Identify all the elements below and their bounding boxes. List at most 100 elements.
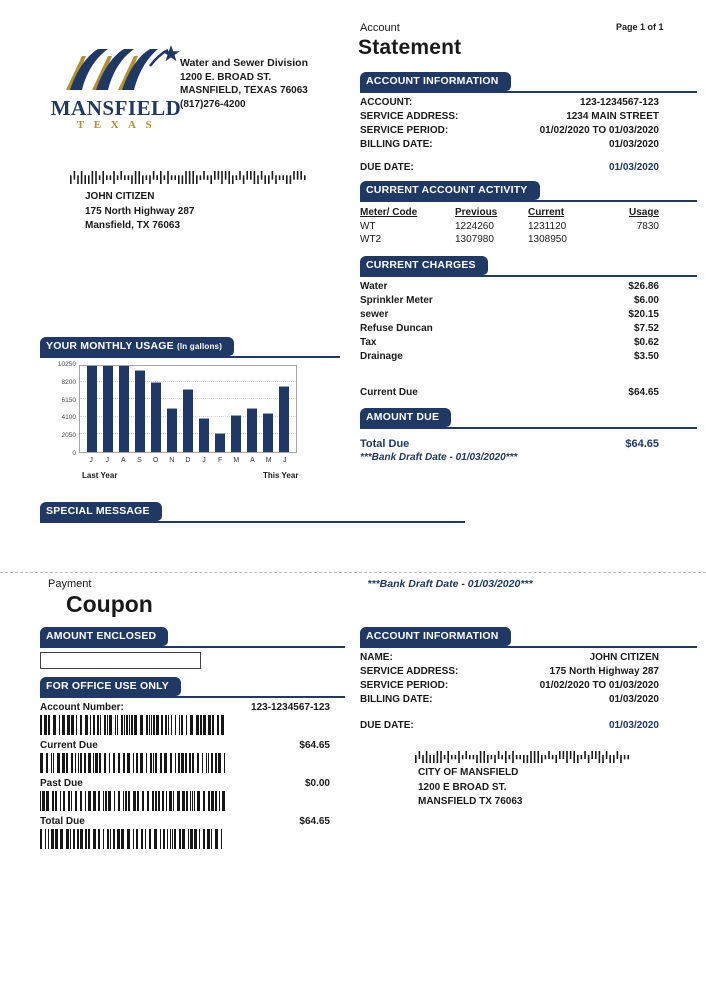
return-address-name: CITY OF MANSFIELD: [418, 767, 519, 778]
company-address-line2: MASNFIELD, TEXAS 76063: [180, 85, 308, 96]
y-tick-label: 6150: [61, 396, 76, 404]
usage-bar: [279, 386, 289, 452]
x-tick-label: M: [265, 457, 272, 464]
x-tick-label: N: [169, 457, 175, 464]
charge-label: sewer: [360, 308, 389, 320]
company-address-line1: 1200 E. BROAD ST.: [180, 71, 272, 83]
office-row-label: Total Due: [40, 816, 85, 827]
total-due-value: $64.65: [625, 437, 659, 450]
section-title-amount-due: AMOUNT DUE: [366, 410, 440, 423]
usage-cell: 7830: [636, 220, 659, 232]
usage-bar-slot: [118, 365, 130, 452]
usage-bar-slot: [278, 386, 290, 452]
usage-bar: [215, 433, 225, 452]
this-year-label: This Year: [263, 471, 299, 480]
company-address-block: Water and Sewer Division 1200 E. BROAD S…: [180, 57, 308, 111]
charge-row: Tax $0.62: [360, 336, 659, 350]
section-amount-due: AMOUNT DUE: [360, 407, 697, 429]
usage-bar: [151, 382, 161, 452]
info-value: 123-1234567-123: [580, 97, 659, 108]
account-information-rows: ACCOUNT: 123-1234567-123 SERVICE ADDRESS:…: [360, 96, 697, 175]
office-row-label: Account Number:: [40, 702, 124, 713]
return-address-street: 1200 E BROAD ST.: [418, 781, 507, 793]
info-value: 1234 MAIN STREET: [566, 111, 659, 122]
usage-bar-slot: [182, 389, 194, 452]
section-coupon-account-information: ACCOUNT INFORMATION: [360, 627, 697, 648]
charge-value: $3.50: [633, 350, 659, 362]
x-tick-label: A: [121, 457, 126, 464]
charge-label: Refuse Duncan: [360, 322, 433, 334]
usage-bar-slot: [230, 415, 242, 452]
usage-bar-slot: [134, 370, 146, 452]
info-label: ACCOUNT:: [360, 97, 413, 108]
charge-value: $20.15: [628, 308, 659, 320]
usage-bar: [135, 370, 145, 452]
total-due-label: Total Due: [360, 437, 410, 450]
charge-label: Tax: [360, 336, 377, 348]
section-title-account-information: ACCOUNT INFORMATION: [366, 75, 499, 87]
info-row: BILLING DATE: 01/03/2020: [360, 693, 659, 707]
usage-bar: [199, 418, 209, 452]
usage-bar: [167, 408, 177, 452]
coupon-left-column: AMOUNT ENCLOSED FOR OFFICE USE ONLY Acco…: [40, 627, 345, 853]
office-row-label: Past Due: [40, 778, 83, 789]
office-row-label: Current Due: [40, 740, 98, 751]
info-value: 01/03/2020: [608, 139, 659, 150]
usage-cell: [620, 233, 659, 247]
charge-row: sewer $20.15: [360, 308, 659, 322]
usage-bar: [247, 408, 257, 452]
info-label: BILLING DATE:: [360, 694, 433, 705]
col-header-previous: Previous: [455, 207, 498, 218]
info-label: SERVICE ADDRESS:: [360, 666, 459, 677]
logo-state-label: TEXAS: [76, 119, 162, 131]
usage-bar-slot: [214, 433, 226, 452]
col-header-usage: Usage: [628, 207, 659, 218]
office-row-total-due: Total Due $64.65: [40, 815, 330, 849]
current-due-value: $64.65: [628, 386, 659, 398]
past-due-barcode: [40, 791, 225, 811]
x-tick-label: J: [89, 457, 93, 464]
office-row-value: $0.00: [304, 778, 330, 789]
logo-wordmark: MANSFIELD: [50, 96, 182, 120]
usage-bar-slot: [198, 418, 210, 452]
statement-kicker: Account: [360, 22, 400, 34]
current-due-row: Current Due $64.65: [360, 386, 659, 400]
x-tick-label: J: [283, 457, 287, 464]
meter-activity-table: Meter/ Code Previous Current Usage WT 12…: [360, 206, 697, 247]
info-value: 01/02/2020 TO 01/03/2020: [539, 680, 659, 691]
charges-rows: Water $26.86 Sprinkler Meter $6.00 sewer $2…: [360, 280, 697, 400]
last-year-label: Last Year: [82, 471, 118, 480]
y-tick-label: 2050: [61, 432, 76, 440]
office-row-past-due: Past Due $0.00: [40, 777, 330, 811]
current-cell: 1308950: [528, 234, 567, 245]
previous-cell: 1307980: [455, 234, 494, 245]
coupon-bank-draft-note: ***Bank Draft Date - 01/03/2020***: [367, 578, 533, 590]
statement-title: Statement: [358, 36, 462, 59]
amount-enclosed-input[interactable]: [40, 652, 201, 669]
meter-cell: WT2: [360, 234, 382, 245]
account-number-barcode: [40, 715, 225, 735]
coupon-title: Coupon: [66, 591, 153, 617]
info-row: SERVICE ADDRESS: 175 North Highway 287: [360, 665, 659, 679]
amount-due-rows: Total Due $64.65 ***Bank Draft Date - 01/…: [360, 437, 697, 463]
meter-cell: WT: [360, 220, 376, 232]
statement-column: ACCOUNT INFORMATION ACCOUNT: 123-1234567-…: [360, 72, 697, 463]
charge-row: Sprinkler Meter $6.00: [360, 294, 659, 308]
usage-bar-slot: [166, 408, 178, 452]
current-cell: 1231120: [528, 220, 567, 232]
mansfield-logo-icon: [66, 45, 180, 90]
coupon-right-column: ACCOUNT INFORMATION NAME: JOHN CITIZEN SE…: [360, 627, 697, 810]
return-imb-barcode: [415, 751, 697, 763]
perforation-line: [0, 572, 706, 573]
section-title-current-charges: CURRENT CHARGES: [366, 258, 476, 271]
section-account-information: ACCOUNT INFORMATION: [360, 72, 697, 93]
postal-imb-barcode: [70, 171, 310, 184]
recipient-city: Mansfield, TX 76063: [85, 220, 181, 231]
y-tick-label: 4100: [61, 414, 76, 422]
x-tick-label: M: [233, 457, 240, 464]
info-label: SERVICE PERIOD:: [360, 125, 449, 136]
usage-bar: [263, 413, 273, 452]
chart-gridline: [80, 380, 296, 382]
info-row: BILLING DATE: 01/03/2020: [360, 138, 659, 152]
section-current-account-activity: CURRENT ACCOUNT ACTIVITY: [360, 181, 697, 202]
